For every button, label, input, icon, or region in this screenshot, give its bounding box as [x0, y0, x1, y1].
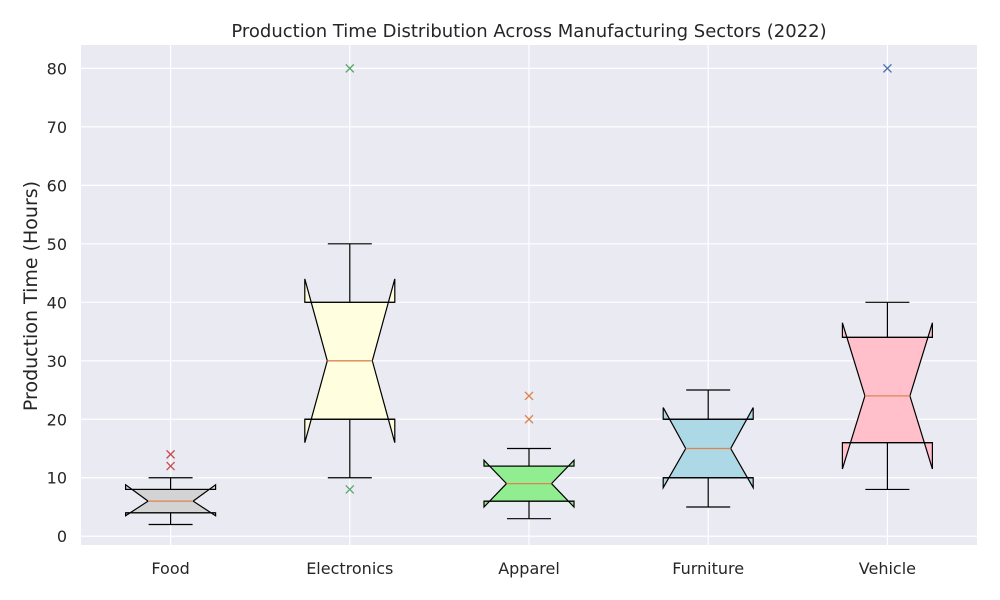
- y-tick-label: 40: [47, 293, 67, 312]
- tick-labels: 0 10 20 30 40 50 60 70 80 Food Electronics Apparel F…: [47, 59, 916, 578]
- outlier-marker: [345, 484, 355, 494]
- y-tick-label: 50: [47, 235, 67, 254]
- y-tick-label: 70: [47, 118, 67, 137]
- box-furniture: [662, 389, 754, 508]
- boxes-layer: [124, 63, 934, 526]
- outlier-marker: [524, 391, 534, 401]
- y-tick-label: 60: [47, 176, 67, 195]
- outlier-stroke: [524, 414, 534, 424]
- x-tick-label: Furniture: [672, 559, 744, 578]
- outlier-marker: [166, 449, 176, 459]
- x-tick-label: Electronics: [306, 559, 393, 578]
- outlier-stroke: [345, 63, 355, 73]
- x-tick-label: Food: [151, 559, 189, 578]
- outlier-stroke: [882, 63, 892, 73]
- outlier-stroke: [166, 461, 176, 471]
- box-food: [124, 449, 217, 526]
- box-vehicle: [841, 63, 934, 491]
- y-tick-label: 10: [47, 469, 67, 488]
- chart-title: Production Time Distribution Across Manu…: [231, 21, 826, 42]
- outlier-marker: [345, 63, 355, 73]
- outlier-stroke: [166, 449, 176, 459]
- y-tick-label: 0: [57, 527, 67, 546]
- outlier-stroke: [345, 484, 355, 494]
- x-tick-label: Apparel: [498, 559, 560, 578]
- outlier-marker: [524, 414, 534, 424]
- box-electronics: [304, 63, 396, 494]
- y-tick-label: 80: [47, 59, 67, 78]
- outlier-marker: [882, 63, 892, 73]
- outlier-marker: [166, 461, 176, 471]
- outlier-stroke: [524, 391, 534, 401]
- y-tick-label: 30: [47, 352, 67, 371]
- y-tick-label: 20: [47, 410, 67, 429]
- x-tick-label: Vehicle: [859, 559, 916, 578]
- box-apparel: [483, 391, 575, 520]
- y-axis-label: Production Time (Hours): [20, 181, 42, 411]
